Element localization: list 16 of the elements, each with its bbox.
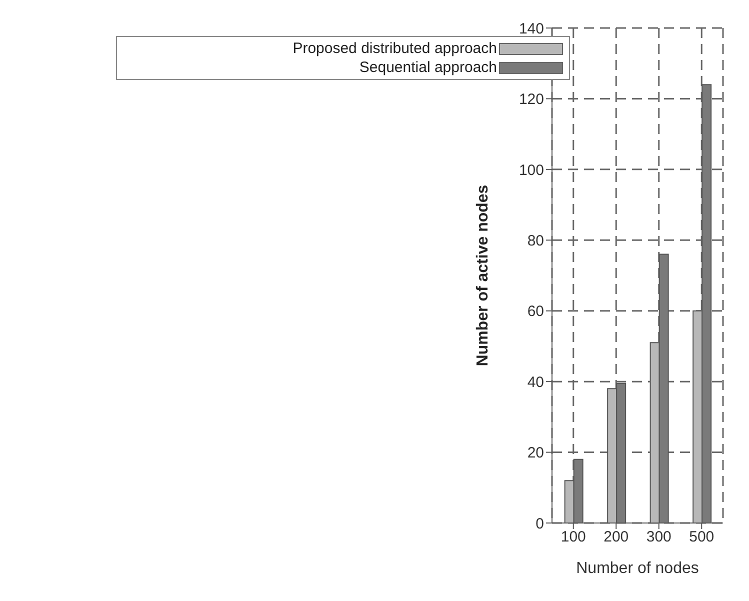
x-axis-title: Number of nodes: [576, 560, 699, 577]
x-tick-label: 300: [646, 528, 672, 546]
y-tick-label: 0: [536, 515, 544, 532]
x-tick-label: 500: [689, 528, 714, 546]
y-tick-label: 80: [527, 232, 544, 250]
y-axis-title: Number of active nodes: [474, 184, 492, 366]
legend-label: Sequential approach: [359, 58, 497, 77]
x-tick-label: 200: [604, 528, 629, 546]
y-tick-label: 120: [518, 91, 544, 108]
y-tick-label: 40: [527, 374, 544, 391]
y-tick-label: 20: [527, 444, 544, 462]
y-tick-label: 100: [518, 162, 544, 179]
x-tick-label: 100: [560, 528, 586, 546]
y-tick-label: 140: [518, 20, 544, 38]
legend-label: Proposed distributed approach: [292, 39, 497, 58]
y-tick-label: 60: [527, 303, 544, 320]
